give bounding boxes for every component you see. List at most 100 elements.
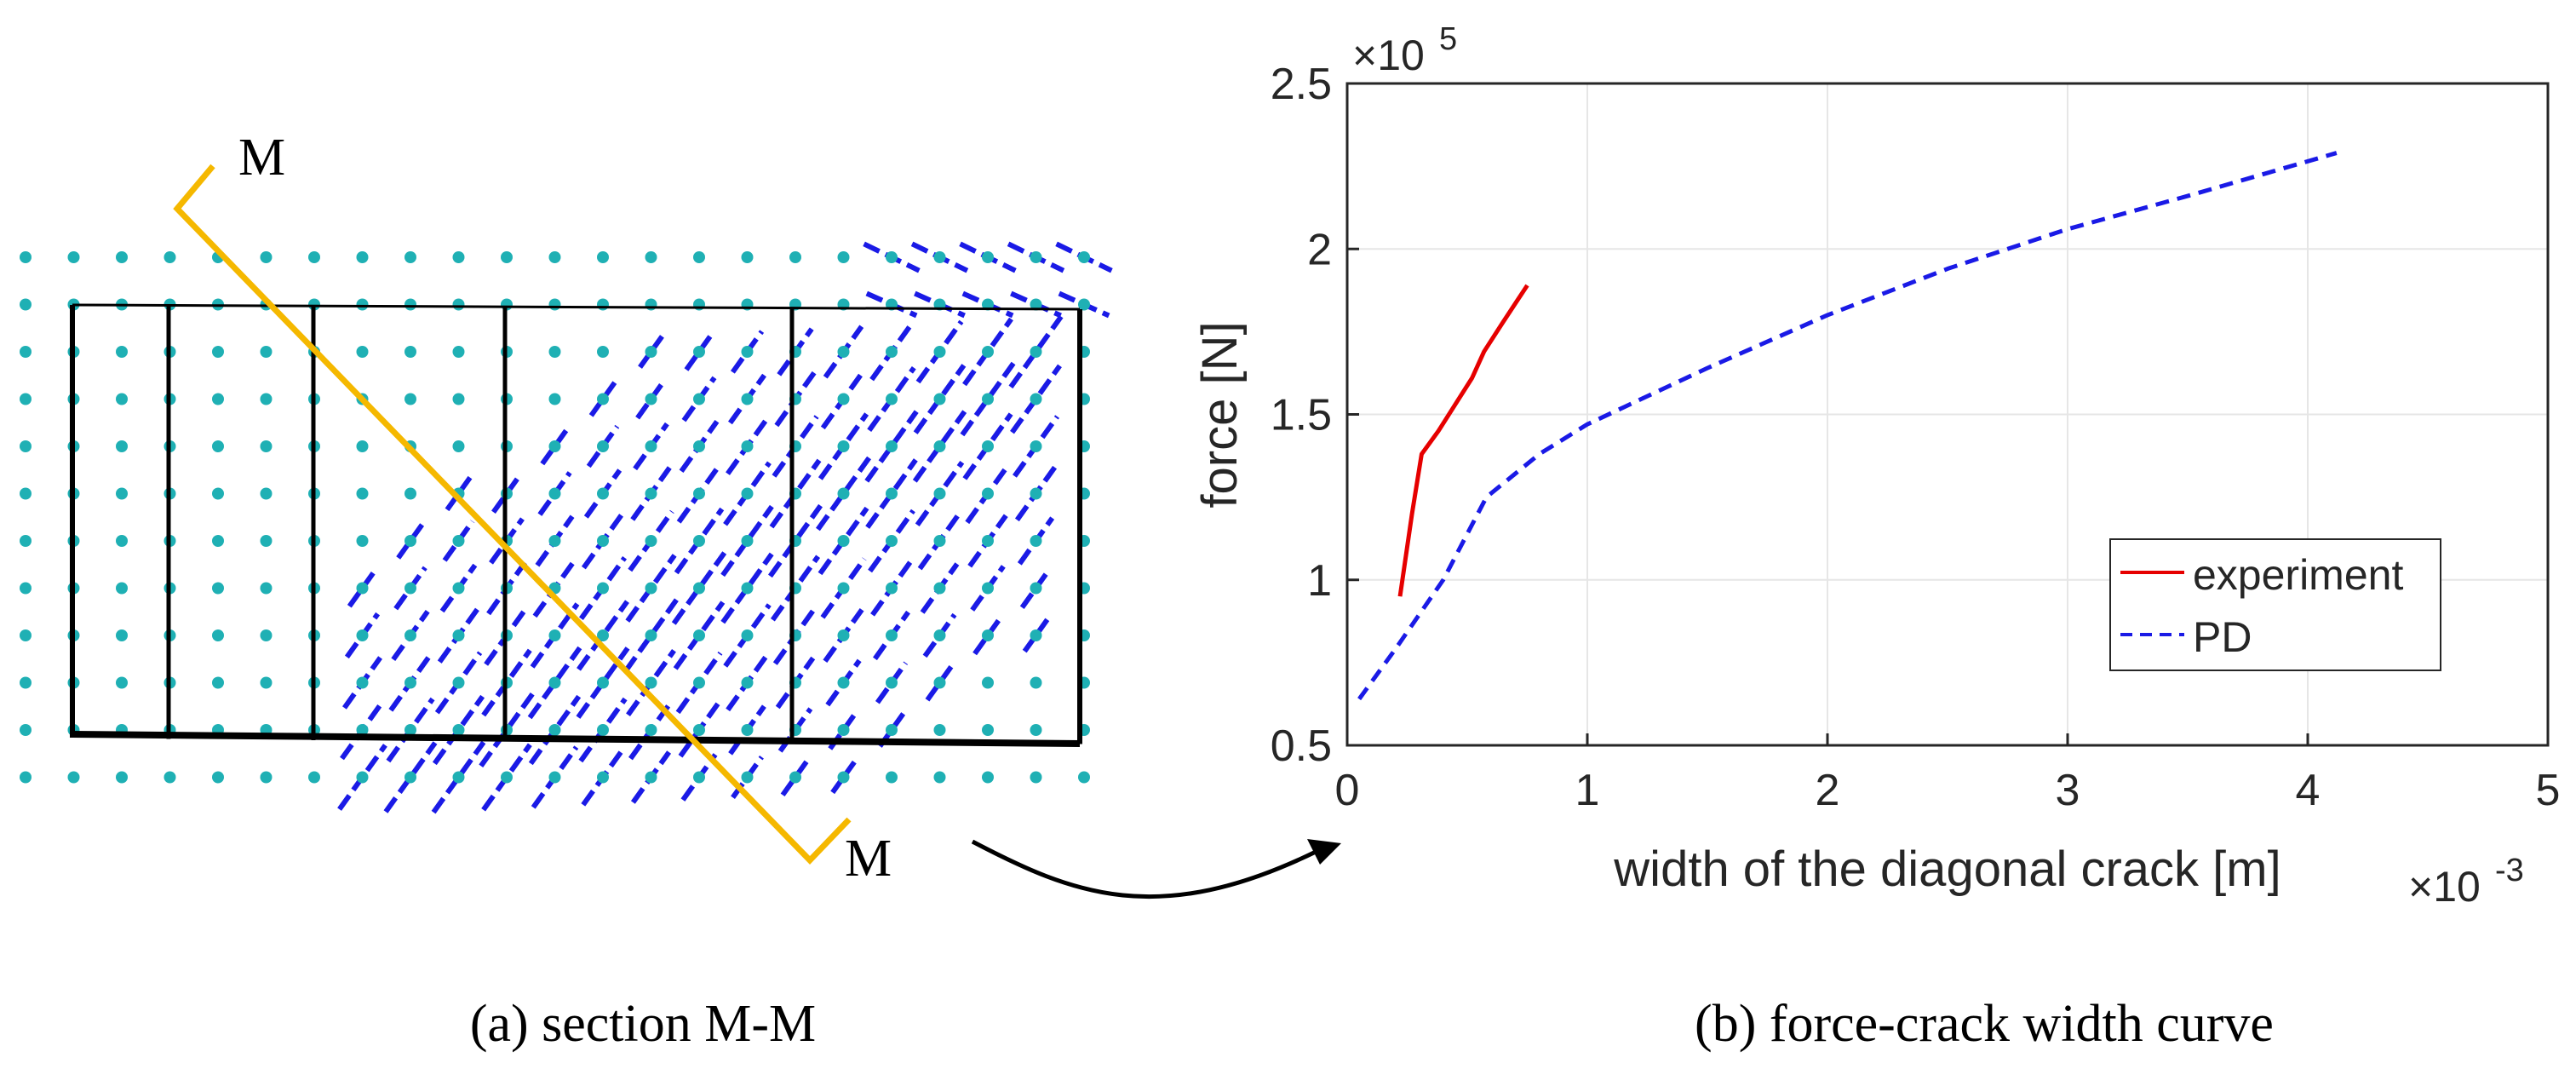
crack-vector xyxy=(815,456,872,532)
particle-node xyxy=(597,582,609,595)
x-tick-label: 0 xyxy=(1335,766,1360,815)
particle-node xyxy=(116,676,128,689)
particle-node xyxy=(260,346,273,358)
particle-node xyxy=(597,440,609,452)
particle-node xyxy=(982,346,994,358)
particle-node xyxy=(837,251,850,263)
particle-node xyxy=(1030,724,1042,736)
particle-node xyxy=(116,535,128,547)
particle-node xyxy=(982,629,994,641)
particle-node xyxy=(452,582,465,595)
particle-node xyxy=(452,251,465,263)
crack-vector xyxy=(638,335,664,369)
beam-frame xyxy=(70,303,1082,747)
particle-node xyxy=(452,771,465,784)
crack-vector xyxy=(347,568,378,608)
particle-node xyxy=(597,676,609,689)
particle-node xyxy=(548,346,561,358)
particle-node xyxy=(645,440,657,452)
crack-vector xyxy=(396,522,425,560)
particle-node xyxy=(982,393,994,405)
particle-node xyxy=(356,440,369,452)
particle-node xyxy=(20,771,32,784)
particle-node xyxy=(356,771,369,784)
particle-node xyxy=(308,251,320,263)
particle-node xyxy=(982,251,994,263)
crack-vector xyxy=(445,475,473,512)
particle-node xyxy=(548,440,561,452)
particle-node xyxy=(356,629,369,641)
crack-vector xyxy=(830,760,857,795)
crack-vector xyxy=(383,741,438,813)
particle-node xyxy=(645,298,657,311)
particle-node xyxy=(597,487,609,500)
particle-node xyxy=(837,582,850,595)
particle-node xyxy=(982,440,994,452)
particle-node xyxy=(886,393,898,405)
particle-node xyxy=(548,724,561,736)
particle-node xyxy=(933,582,946,595)
particle-node xyxy=(548,393,561,405)
y-tick-label: 1 xyxy=(1307,556,1332,606)
particle-node xyxy=(260,535,273,547)
crack-vector xyxy=(684,332,714,371)
particle-node xyxy=(116,771,128,784)
particle-node xyxy=(548,487,561,500)
arrowhead-icon xyxy=(1307,839,1341,865)
particle-node xyxy=(597,629,609,641)
particle-node xyxy=(886,676,898,689)
particle-node xyxy=(982,535,994,547)
particle-node xyxy=(356,298,369,311)
particle-node xyxy=(741,771,754,784)
particle-node xyxy=(886,724,898,736)
particle-node xyxy=(933,535,946,547)
particle-node xyxy=(693,487,705,500)
particle-node xyxy=(212,535,224,547)
particle-node xyxy=(356,724,369,736)
particle-node xyxy=(212,440,224,452)
particle-node xyxy=(116,582,128,595)
particle-node xyxy=(837,724,850,736)
particle-node xyxy=(886,346,898,358)
particle-node xyxy=(1030,298,1042,311)
crack-vector xyxy=(972,615,1003,656)
particle-node xyxy=(693,629,705,641)
particle-node xyxy=(741,346,754,358)
particle-node xyxy=(741,582,754,595)
crack-vector xyxy=(1010,364,1062,434)
particle-node xyxy=(693,251,705,263)
crack-vector xyxy=(780,757,811,797)
particle-node xyxy=(645,629,657,641)
particle-node xyxy=(1030,535,1042,547)
y-exponent: ×10 5 xyxy=(1352,21,1457,79)
particle-node xyxy=(982,771,994,784)
legend-label-experiment: experiment xyxy=(2193,551,2403,599)
particle-node xyxy=(116,251,128,263)
particle-node xyxy=(548,535,561,547)
particle-node xyxy=(933,393,946,405)
particle-node xyxy=(886,487,898,500)
particle-node xyxy=(693,676,705,689)
particle-node xyxy=(404,771,416,784)
particle-node xyxy=(645,724,657,736)
panel-b-force-crack-chart: 0 1 2 3 4 5 0.5 1 1.5 2 2.5 width of the diagonal… xyxy=(1192,21,2560,1053)
crack-vector xyxy=(913,364,967,434)
particle-node xyxy=(212,582,224,595)
particle-node xyxy=(597,346,609,358)
particle-node xyxy=(20,298,32,311)
section-label-bottom: M xyxy=(845,830,892,888)
particle-node xyxy=(116,629,128,641)
series-line-pd xyxy=(1357,151,2338,701)
crack-vector xyxy=(720,552,774,624)
particle-node xyxy=(260,251,273,263)
particle-node xyxy=(837,487,850,500)
particle-node xyxy=(20,629,32,641)
crack-vector xyxy=(1019,567,1053,609)
particle-node xyxy=(164,251,176,263)
particle-node xyxy=(693,440,705,452)
particle-node xyxy=(404,676,416,689)
particle-node xyxy=(982,676,994,689)
particle-node xyxy=(886,629,898,641)
particle-node xyxy=(693,535,705,547)
particle-node xyxy=(404,251,416,263)
